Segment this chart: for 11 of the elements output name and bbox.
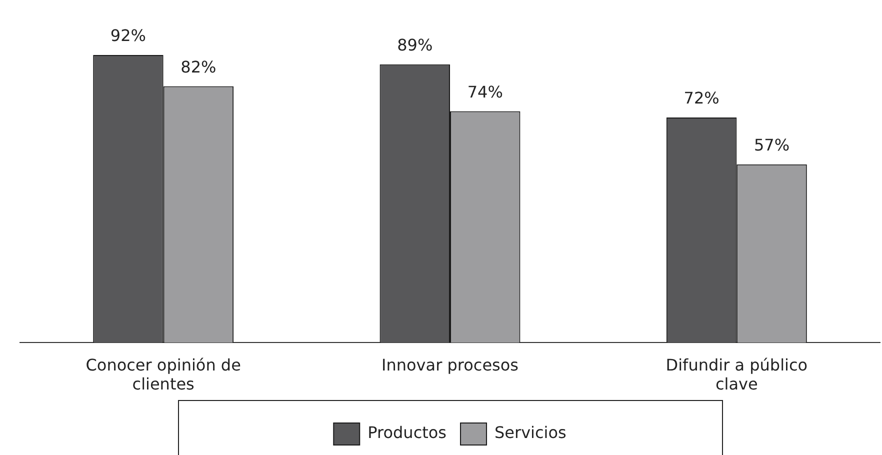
legend-label: Servicios	[494, 423, 566, 442]
data-label: 82%	[180, 57, 216, 76]
x-tick-label: Innovar procesos	[382, 355, 518, 374]
data-label: 74%	[467, 82, 503, 102]
data-label: 72%	[684, 88, 720, 108]
legend-label: Productos	[368, 423, 447, 442]
data-label: 57%	[754, 136, 790, 155]
data-label: 92%	[110, 26, 146, 46]
x-tick-label: Difundir a público clave	[666, 355, 808, 394]
x-tick-label: Conocer opinión de clientes	[86, 355, 241, 394]
data-label: 89%	[397, 36, 433, 55]
